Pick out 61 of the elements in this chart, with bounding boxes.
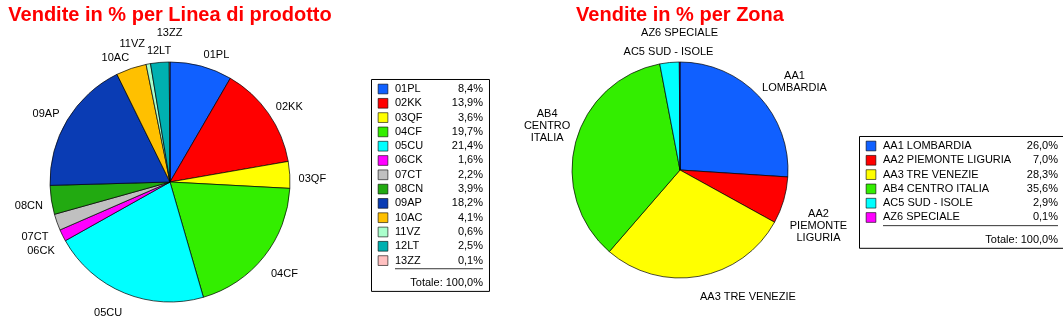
data-label: 1,6% <box>457 153 484 166</box>
legend-label: AA3 TRE VENEZIE <box>883 167 979 180</box>
slice-label: AZ6 SPECIALE <box>641 26 719 38</box>
data-label: 3,9% <box>457 182 484 195</box>
data-label: 7,0% <box>1032 153 1059 166</box>
slice-label: 10AC <box>101 50 130 63</box>
legend-label: AB4 CENTRO ITALIA <box>883 181 990 194</box>
legend-label: 13ZZ <box>395 253 421 266</box>
text: Totale: 100,0% <box>410 275 484 288</box>
legend-label: AC5 SUD - ISOLE <box>883 196 973 209</box>
chart-title: Vendite in % per Linea di prodotto <box>8 3 332 25</box>
legend-label: 04CF <box>395 124 423 137</box>
legend-label: 09AP <box>395 196 422 209</box>
legend-label: 01PL <box>395 82 421 94</box>
data-label: 28,3% <box>1026 167 1059 180</box>
slice-label: AA2 PIEMONTE LIGURIA <box>789 207 848 244</box>
data-label: 2,5% <box>457 239 484 252</box>
slice-label: 02KK <box>275 99 304 112</box>
slice-label: AA1 LOMBARDIA <box>762 69 828 94</box>
data-label: 21,4% <box>451 139 484 152</box>
data-label: 2,9% <box>1032 196 1059 209</box>
data-label: 26,0% <box>1026 139 1059 151</box>
slice-label: 08CN <box>14 199 43 212</box>
data-label: 2,2% <box>457 167 484 180</box>
legend-label: 08CN <box>395 182 424 195</box>
data-label: 8,4% <box>457 82 484 94</box>
legend-label: AA1 LOMBARDIA <box>883 139 973 151</box>
data-label: 19,7% <box>451 124 484 137</box>
slice-label: 06CK <box>27 243 56 256</box>
data-label: 3,6% <box>457 110 484 123</box>
text: Totale: 100,0% <box>985 232 1059 245</box>
slice-label: 04CF <box>270 266 299 279</box>
legend-label: 03QF <box>395 110 423 123</box>
data-label: 0,1% <box>457 253 484 266</box>
data-label: 18,2% <box>451 196 484 209</box>
slice-label: AA3 TRE VENEZIE <box>700 290 796 303</box>
data-label: 0,6% <box>457 224 484 237</box>
legend-label: 06CK <box>395 153 424 166</box>
slice-label: 09AP <box>32 106 60 119</box>
slice-label: 05CU <box>94 306 123 319</box>
slice-label: AB4 CENTRO ITALIA <box>523 107 571 144</box>
data-label: 0,1% <box>1032 210 1059 223</box>
legend-label: 10AC <box>395 210 423 223</box>
slice-label: AC5 SUD - ISOLE <box>623 44 714 57</box>
legend-label: 05CU <box>395 139 424 152</box>
data-label: 4,1% <box>457 210 484 223</box>
slice-label: 07CT <box>21 229 49 242</box>
legend-label: 11VZ <box>395 224 421 237</box>
legend-label: 07CT <box>395 167 423 180</box>
slice-label: 12LT <box>146 44 172 57</box>
slice-label: 13ZZ <box>156 26 183 38</box>
legend-label: 12LT <box>395 239 420 252</box>
slice-label: 01PL <box>203 48 230 61</box>
data-label: 35,6% <box>1026 181 1059 194</box>
slice-label: 11VZ <box>119 37 146 50</box>
data-label: 13,9% <box>451 96 484 109</box>
legend-label: AA2 PIEMONTE LIGURIA <box>883 153 1012 166</box>
slice-label: 03QF <box>298 172 327 185</box>
legend-label: AZ6 SPECIALE <box>883 210 960 223</box>
legend-label: 02KK <box>395 96 423 109</box>
chart-title: Vendite in % per Zona <box>576 3 785 25</box>
